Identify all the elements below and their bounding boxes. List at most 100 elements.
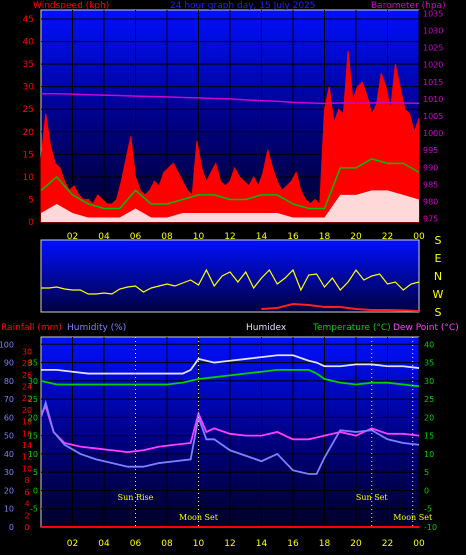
barometer-tick-label: 975 — [423, 215, 438, 224]
wind-x-tick-label: 02 — [67, 232, 78, 242]
wind-x-tick-label: 22 — [382, 232, 393, 242]
temp-x-tick-label: 14 — [256, 539, 268, 549]
barometer-tick-label: 985 — [423, 180, 438, 189]
rainfall-tick-label: 6 — [24, 488, 29, 497]
humidity-tick-label: 20 — [4, 486, 14, 495]
compass-label: S — [435, 234, 442, 247]
wind-direction-line — [41, 268, 420, 295]
barometer-axis-label: Barometer (hpa) — [371, 1, 446, 11]
dewpoint-line — [40, 404, 420, 454]
temperature-axis-label: Temperature (°C) — [312, 323, 391, 333]
rainfall-tick-label: 14 — [22, 441, 32, 450]
wind-graph-title: 24 hour graph day, 15 July 2025 — [170, 1, 316, 11]
temp-right-tick-label: 5 — [424, 468, 429, 477]
barometer-tick-label: 1015 — [423, 78, 443, 87]
barometer-line — [41, 93, 420, 105]
temp-x-tick-label: 08 — [161, 539, 173, 549]
rainfall-tick-label: 24 — [22, 382, 32, 391]
temp-right-tick-label: 30 — [424, 377, 434, 386]
temp-left-tick-label: 5 — [33, 468, 38, 477]
humidex-label: Humidex — [246, 323, 287, 333]
windspeed-tick-label: 45 — [23, 15, 34, 25]
wind-x-tick-label: 00 — [413, 232, 425, 242]
rainfall-tick-label: 30 — [22, 347, 32, 356]
humidity-line — [40, 399, 420, 475]
wind-x-tick-label: 12 — [224, 232, 235, 242]
wind-series — [40, 50, 420, 223]
rainfall-tick-label: 18 — [22, 418, 32, 427]
windspeed-tick-label: 40 — [23, 38, 35, 48]
temp-x-tick-label: 12 — [224, 539, 235, 549]
rainfall-axis-label: Rainfall (mm) — [1, 323, 62, 333]
barometer-tick-label: 1020 — [423, 61, 443, 70]
humidity-tick-label: 70 — [4, 395, 14, 404]
temp-left-tick-label: 15 — [28, 432, 38, 441]
wind-average-line — [40, 158, 420, 210]
rainfall-tick-label: 12 — [22, 453, 32, 462]
temp-right-tick-label: -10 — [424, 523, 437, 532]
compass-label: S — [435, 306, 442, 319]
temp-left-tick-label: 20 — [28, 413, 38, 422]
windspeed-tick-label: 0 — [28, 218, 34, 228]
wind-x-tick-label: 18 — [319, 232, 331, 242]
barometer-tick-label: 1035 — [423, 9, 443, 18]
temp-x-tick-label: 02 — [67, 539, 78, 549]
astro-events: Sun Rise Moon Set Sun Set Moon Set — [118, 337, 433, 527]
windspeed-tick-label: 30 — [23, 83, 35, 93]
humidity-tick-label: 100 — [0, 340, 14, 349]
wind-panel: 02 04 06 08 10 12 14 16 18 20 22 000510152025303540… — [23, 1, 446, 242]
compass-label: E — [435, 252, 442, 265]
wind-x-tick-label: 20 — [350, 232, 362, 242]
temp-x-tick-label: 20 — [350, 539, 362, 549]
wind-low-area — [41, 190, 419, 222]
temp-x-tick-label: 06 — [130, 539, 142, 549]
wind-direction-low-line — [261, 302, 420, 312]
rainfall-tick-label: 0 — [24, 523, 29, 532]
temp-right-tick-label: 20 — [424, 413, 434, 422]
wind-x-tick-label: 08 — [161, 232, 173, 242]
windspeed-tick-label: 5 — [28, 195, 34, 205]
barometer-tick-label: 990 — [423, 163, 438, 172]
temp-right-tick-label: 40 — [424, 340, 434, 349]
temp-left-tick-label: 30 — [28, 377, 38, 386]
temp-right-tick-label: 10 — [424, 450, 434, 459]
barometer-tick-label: 980 — [423, 197, 438, 206]
temp-left-tick-label: 25 — [28, 395, 38, 404]
event-label: Moon Set — [179, 513, 219, 522]
windspeed-tick-label: 15 — [23, 150, 34, 160]
humidity-axis-label: Humidity (%) — [67, 323, 126, 333]
dewpoint-axis-label: Dew Point (°C) — [393, 323, 459, 333]
temperature-panel: 02 04 06 08 10 12 14 16 18 20 22 000102030405060708… — [0, 323, 459, 549]
wind-x-tick-label: 14 — [256, 232, 268, 242]
windspeed-axis-label: Windspeed (kph) — [33, 1, 109, 11]
windspeed-tick-label: 10 — [23, 173, 35, 183]
temp-right-tick-label: 0 — [424, 486, 429, 495]
temp-right-tick-label: 35 — [424, 359, 434, 368]
humidity-tick-label: 90 — [4, 359, 14, 368]
compass-label: N — [434, 270, 442, 283]
event-label: Sun Set — [356, 493, 389, 502]
rainfall-tick-label: 4 — [24, 500, 29, 509]
humidity-tick-label: 30 — [4, 468, 14, 477]
temp-left-tick-label: 10 — [28, 450, 38, 459]
barometer-tick-label: 1025 — [423, 44, 443, 53]
temp-left-tick-label: 35 — [28, 359, 38, 368]
barometer-tick-label: 1010 — [423, 95, 443, 104]
temp-left-tick-label: -5 — [30, 505, 38, 514]
temp-x-tick-label: 10 — [193, 539, 205, 549]
rainfall-tick-label: 16 — [22, 429, 32, 438]
rainfall-tick-label: 22 — [22, 394, 32, 403]
windspeed-tick-label: 20 — [23, 128, 35, 138]
temperature-series — [40, 354, 420, 528]
barometer-tick-label: 995 — [423, 146, 438, 155]
wind-ticks: 02 04 06 08 10 12 14 16 18 20 22 000510152025303540… — [23, 9, 444, 242]
rainfall-tick-label: 10 — [22, 464, 32, 473]
barometer-tick-label: 1000 — [423, 129, 443, 138]
temp-x-tick-label: 18 — [319, 539, 331, 549]
temp-x-tick-label: 16 — [287, 539, 299, 549]
humidity-tick-label: 0 — [9, 523, 14, 532]
temp-right-tick-label: 25 — [424, 395, 434, 404]
temp-x-tick-label: 00 — [413, 539, 425, 549]
wind-x-tick-label: 16 — [287, 232, 299, 242]
